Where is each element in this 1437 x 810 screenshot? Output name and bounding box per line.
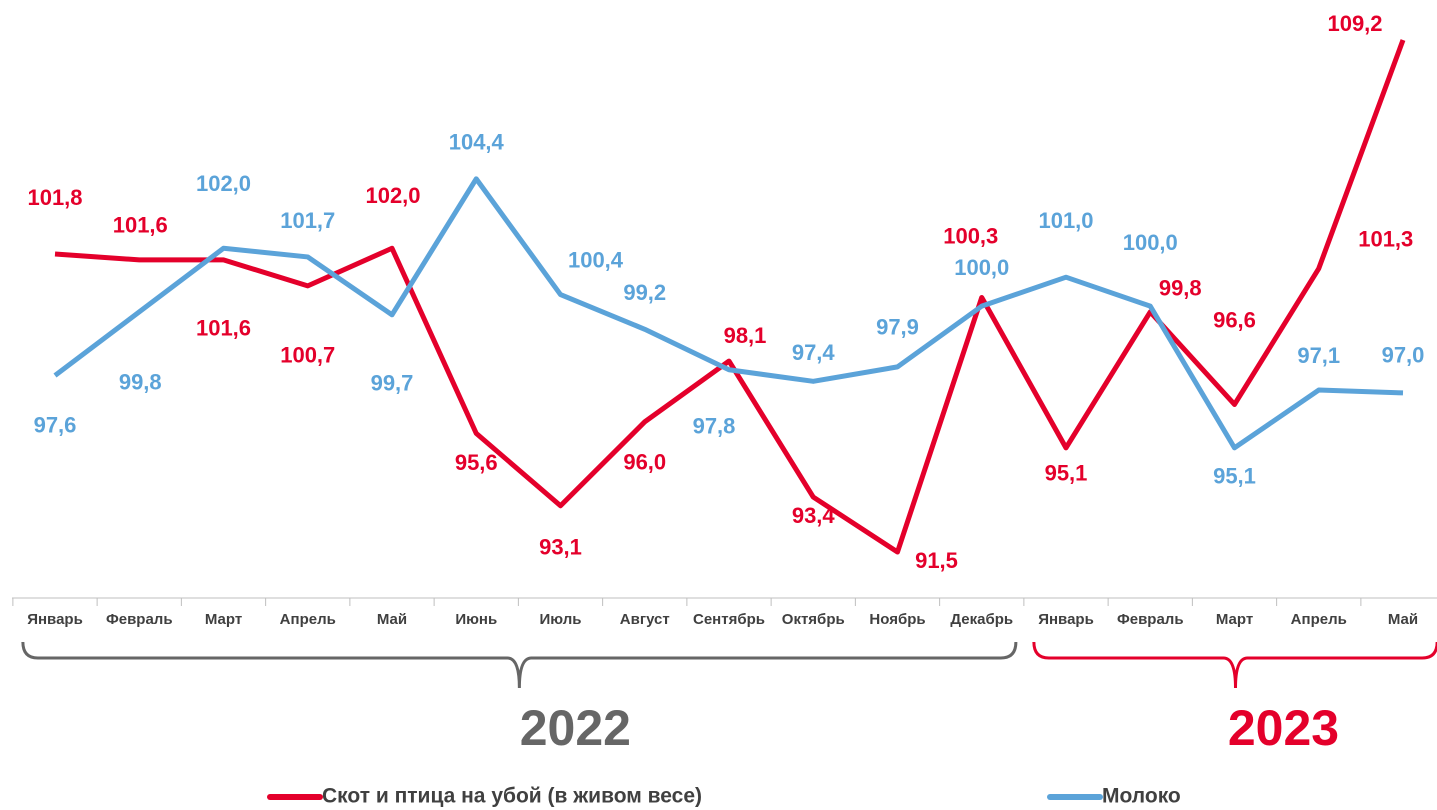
data-label: 97,9 (876, 315, 919, 340)
series-line (54, 39, 1406, 555)
data-label: 97,4 (792, 340, 836, 365)
data-label: 100,7 (280, 343, 335, 368)
data-label: 100,0 (1123, 230, 1178, 255)
data-label: 101,6 (196, 316, 251, 341)
data-label: 101,8 (27, 185, 82, 210)
data-label: 101,0 (1038, 208, 1093, 233)
data-label: 100,4 (568, 247, 624, 272)
x-tick-label: Апрель (280, 611, 336, 628)
x-tick-label: Март (205, 611, 242, 628)
x-tick-label: Июль (540, 611, 582, 628)
data-label: 102,0 (365, 183, 420, 208)
data-label: 95,1 (1045, 461, 1088, 486)
group-label: 2022 (520, 700, 631, 756)
data-label: 97,1 (1297, 343, 1340, 368)
x-tick-label: Ноябрь (869, 611, 925, 628)
x-tick-label: Май (1388, 611, 1418, 628)
data-label: 99,8 (1159, 276, 1202, 301)
x-tick-label: Август (620, 611, 670, 628)
data-label: 93,1 (539, 535, 582, 560)
data-label: 104,4 (449, 130, 505, 155)
data-label: 96,6 (1213, 307, 1256, 332)
data-label: 97,6 (34, 412, 77, 437)
group-bracket (21, 641, 1018, 689)
data-label: 101,7 (280, 208, 335, 233)
data-label: 101,3 (1358, 226, 1413, 251)
x-tick-label: Февраль (1117, 611, 1184, 628)
data-label: 95,6 (455, 450, 498, 475)
data-label: 102,0 (196, 171, 251, 196)
x-tick-label: Июнь (455, 611, 497, 628)
group-bracket (1032, 641, 1437, 689)
group-label: 2023 (1228, 700, 1339, 756)
x-tick-label: Май (377, 611, 407, 628)
data-label: 98,1 (724, 323, 767, 348)
series-line (53, 176, 1404, 451)
data-label: 91,5 (915, 548, 958, 573)
x-tick-label: Октябрь (782, 611, 845, 628)
x-tick-label: Декабрь (950, 611, 1013, 628)
data-label: 99,7 (371, 371, 414, 396)
x-tick-label: Сентябрь (693, 611, 765, 628)
x-tick-label: Март (1216, 611, 1253, 628)
data-label: 95,1 (1213, 464, 1256, 489)
data-label: 99,2 (623, 280, 666, 305)
legend-label: Скот и птица на убой (в живом весе) (322, 785, 702, 808)
data-label: 100,0 (954, 255, 1009, 280)
x-tick-label: Апрель (1291, 611, 1347, 628)
data-label: 101,6 (113, 213, 168, 238)
data-label: 97,0 (1382, 343, 1425, 368)
data-label: 96,0 (623, 450, 666, 475)
x-tick-label: Январь (1038, 611, 1094, 628)
data-label: 109,2 (1327, 11, 1382, 36)
data-label: 93,4 (792, 503, 836, 528)
data-label: 97,8 (693, 414, 736, 439)
x-tick-label: Февраль (106, 611, 173, 628)
data-label: 99,8 (119, 370, 162, 395)
x-tick-label: Январь (27, 611, 83, 628)
legend-label: Молоко (1102, 785, 1181, 808)
data-label: 100,3 (943, 223, 998, 248)
